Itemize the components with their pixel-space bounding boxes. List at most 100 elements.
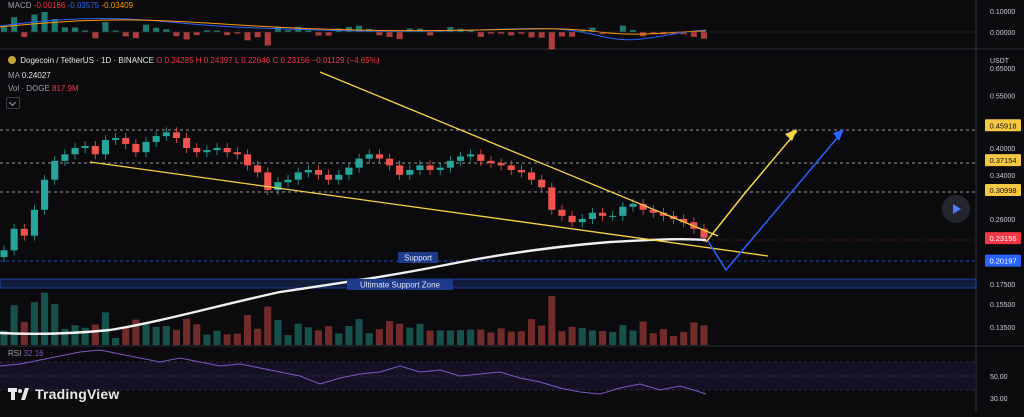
macd-value-3: -0.03409 — [101, 1, 134, 10]
macd-bar — [579, 29, 586, 32]
macd-bar — [376, 32, 383, 36]
volume-bar — [507, 331, 515, 345]
ohlc-low: L 0.22646 — [234, 56, 271, 65]
vol-value: 817.9M — [52, 84, 79, 93]
candle-body — [629, 203, 637, 207]
level-badge-label: 0.30998 — [989, 186, 1016, 195]
candle-body — [71, 148, 79, 155]
price-tick-label: 0.26000 — [990, 217, 1015, 224]
volume-bar — [51, 303, 59, 345]
candle-body — [142, 141, 150, 153]
price-axis[interactable]: 0.65000 0.55000 0.40000 0.34000 0.26000 0.175… — [990, 9, 1015, 403]
candle-body — [426, 165, 434, 171]
candle-body — [345, 167, 353, 175]
candle-body — [183, 138, 191, 149]
volume-bar — [639, 321, 647, 345]
currency-label: USDT — [990, 58, 1010, 65]
support-label-bg — [398, 252, 438, 263]
macd-bar — [427, 32, 434, 36]
level-badge-label: 0.23156 — [989, 234, 1016, 243]
ohlc-change: −0.01129 (−4.65%) — [311, 56, 380, 65]
ultimate-support-label: Ultimate Support Zone — [360, 281, 441, 290]
volume-bar — [325, 326, 333, 345]
price-tick-label: 0.17500 — [990, 282, 1015, 289]
candle-body — [233, 152, 241, 155]
collapse-legend-button[interactable] — [6, 97, 20, 109]
macd-bar — [163, 29, 170, 32]
candle-body — [467, 154, 475, 157]
macd-bar — [487, 32, 494, 34]
volume-bar — [203, 334, 211, 345]
candle-body — [0, 250, 8, 258]
candle-body — [578, 218, 586, 223]
candle-body — [599, 212, 607, 216]
candle-body — [243, 154, 252, 166]
macd-bar — [538, 32, 545, 38]
volume-bar — [213, 330, 221, 345]
ma-label: MA — [8, 71, 20, 80]
macd-bar — [619, 25, 626, 32]
volume-bar — [172, 329, 181, 345]
symbol-name: Dogecoin / TetherUS · 1D · BINANCE — [20, 56, 154, 65]
candle-body — [355, 158, 363, 168]
volume-bar — [588, 330, 596, 345]
volume-bar — [568, 326, 576, 345]
play-replay-button[interactable] — [942, 195, 970, 223]
price-tick-label: 0.13500 — [990, 325, 1015, 332]
macd-bar — [285, 30, 292, 32]
macd-bar — [193, 32, 200, 36]
macd-bar — [599, 32, 606, 35]
volume-bar — [690, 322, 698, 345]
candle-body — [203, 150, 211, 153]
volume-bar — [10, 305, 18, 345]
volume-bar — [284, 335, 292, 345]
candle-body — [548, 187, 556, 210]
macd-tick-label: 0.10000 — [990, 9, 1015, 16]
volume-bar — [375, 329, 383, 345]
candle-body — [446, 160, 454, 168]
candle-body — [41, 179, 49, 210]
volume-bar — [426, 330, 434, 345]
volume-bar — [233, 333, 241, 345]
candle-body — [10, 228, 18, 251]
macd-bar — [467, 30, 474, 32]
volume-bar — [254, 328, 262, 345]
candle-body — [456, 156, 465, 161]
candle-body — [30, 209, 38, 236]
macd-bar — [234, 32, 241, 34]
volume-bar — [629, 330, 637, 345]
macd-bar — [508, 32, 515, 36]
candle-body — [162, 132, 170, 137]
rsi-legend: RSI 32.16 — [8, 349, 44, 359]
macd-bar — [0, 27, 8, 32]
volume-bar — [497, 328, 505, 345]
candle-body — [375, 154, 383, 159]
macd-bar — [244, 32, 251, 41]
rsi-value: 32.16 — [23, 349, 44, 358]
macd-bar — [142, 24, 150, 32]
candle-body — [517, 170, 525, 173]
macd-bar — [214, 30, 221, 32]
volume-bar — [517, 331, 525, 345]
candlesticks — [0, 127, 708, 263]
doge-coin-icon — [8, 56, 16, 64]
volume-bar — [0, 330, 8, 345]
macd-bar — [224, 32, 231, 36]
volume-bar — [609, 332, 617, 345]
level-badge-label: 0.20197 — [989, 257, 1016, 266]
candle-body — [365, 154, 373, 159]
volume-bar — [599, 331, 607, 345]
projection-blue-path — [707, 130, 844, 272]
volume-bar — [243, 314, 252, 345]
macd-bar — [498, 32, 505, 34]
volume-bar — [385, 321, 394, 345]
candle-body — [680, 218, 688, 223]
macd-bar — [92, 32, 99, 39]
candle-body — [213, 148, 221, 151]
ohlc-high: H 0.24397 — [195, 56, 233, 65]
candle-body — [568, 215, 576, 223]
level-badge — [985, 254, 1021, 267]
volume-bar — [294, 323, 302, 345]
